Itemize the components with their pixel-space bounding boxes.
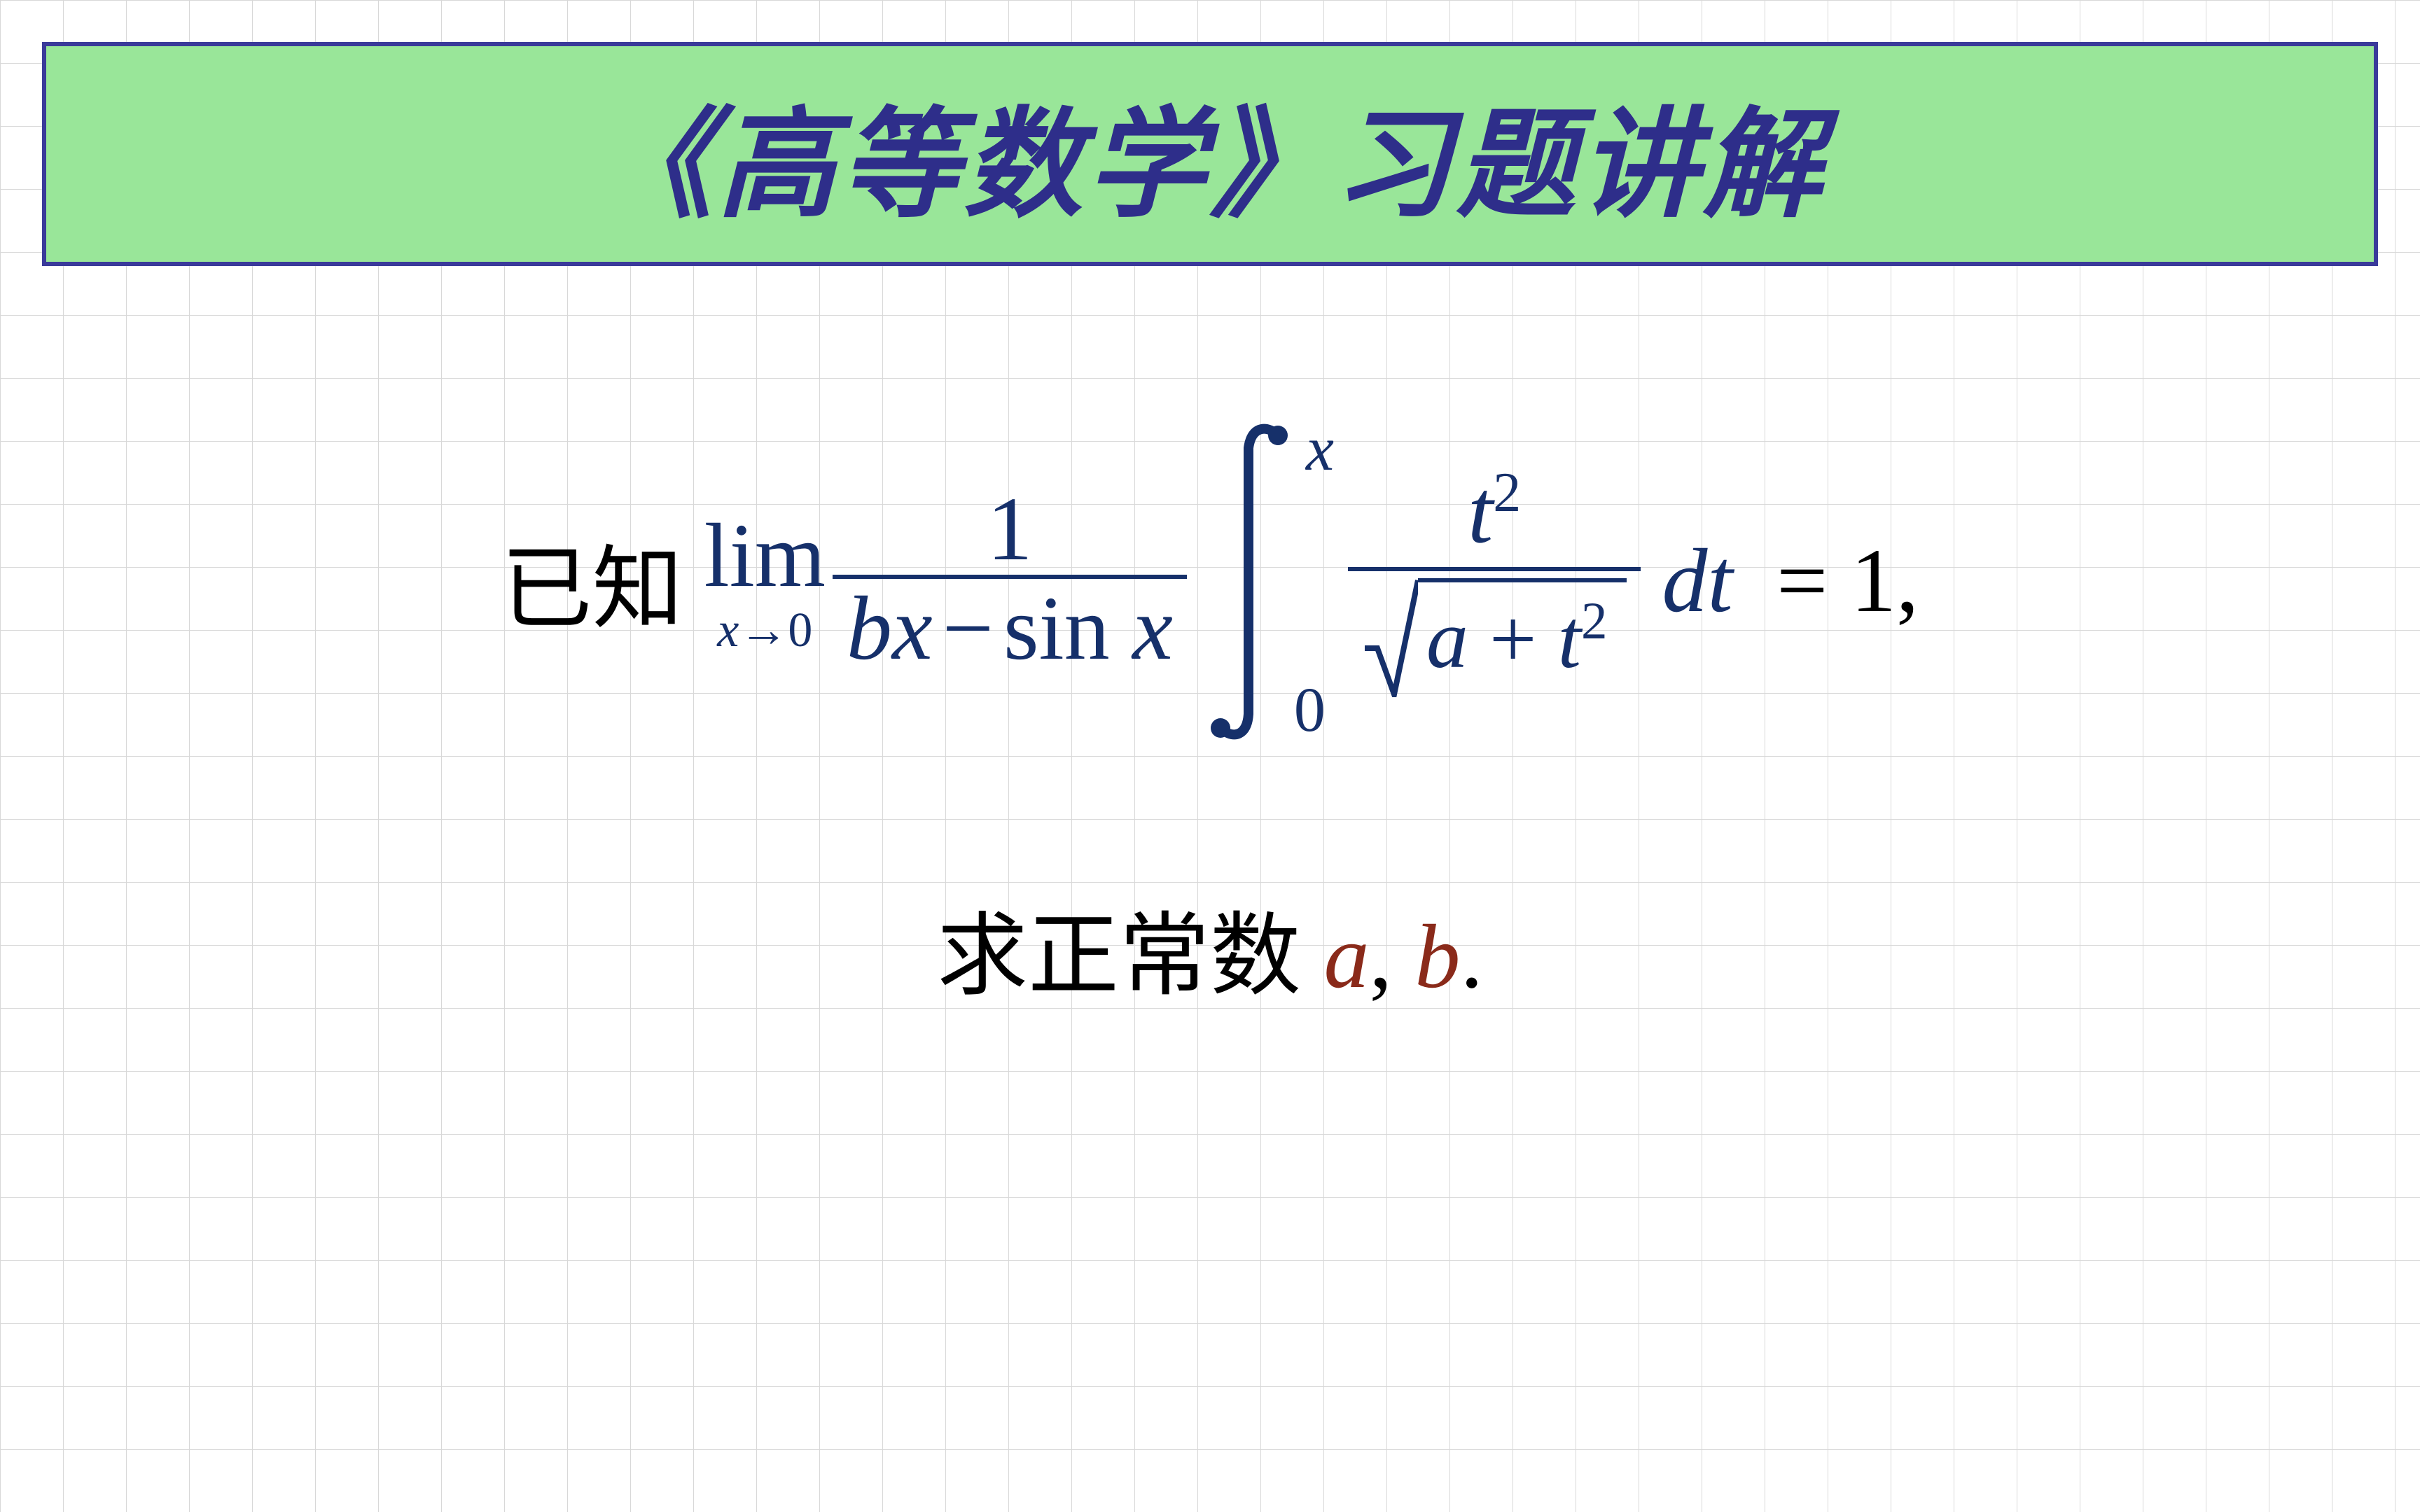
- frac2-num-exp: 2: [1493, 462, 1521, 524]
- ask-row: 求正常数 a, b.: [937, 882, 1483, 1014]
- dt: dt: [1662, 528, 1732, 634]
- title-text: 《高等数学》习题讲解: [594, 68, 1826, 240]
- equation-tail: = 1,: [1754, 528, 1919, 634]
- integral-sign: x 0: [1201, 420, 1299, 742]
- title-banner: 《高等数学》习题讲解: [42, 42, 2378, 266]
- dt-t: t: [1707, 531, 1732, 631]
- frac1-numerator: 1: [973, 484, 1046, 575]
- dt-d: d: [1662, 531, 1707, 631]
- frac2-denominator: a + t2: [1348, 571, 1641, 697]
- ask-var-a: a: [1324, 906, 1370, 1007]
- given-label: 已知: [501, 515, 683, 647]
- integral-upper: x: [1306, 413, 1334, 485]
- ask-period: .: [1461, 906, 1484, 1007]
- lim-sub-to: 0: [788, 603, 812, 657]
- integral-block: x 0 t2 a + t2: [1201, 420, 1733, 742]
- tail-comma: ,: [1896, 531, 1919, 631]
- sqrt-plus: +: [1489, 592, 1537, 685]
- denom-sin: sin: [1003, 578, 1110, 679]
- sqrt-exp: 2: [1581, 592, 1608, 650]
- sqrt-wrap: a + t2: [1362, 578, 1627, 697]
- equals-sign: =: [1776, 531, 1828, 631]
- sqrt-t: t: [1558, 592, 1581, 685]
- problem-area: 已知 lim x→0 1 bx−sin x x 0: [0, 378, 2420, 1014]
- lim-symbol: lim: [704, 503, 826, 608]
- denom-b: b: [847, 578, 892, 679]
- ask-prefix: 求正常数: [937, 906, 1324, 1007]
- lim-sub-arrow: →: [739, 603, 788, 657]
- lim-sub-var: x: [717, 603, 739, 657]
- denom-x2: x: [1132, 578, 1173, 679]
- frac2-numerator: t2: [1454, 465, 1535, 567]
- integral-icon: [1201, 420, 1299, 742]
- rhs-value: 1: [1851, 531, 1896, 631]
- frac1-denominator: bx−sin x: [833, 579, 1187, 679]
- ask-comma: ,: [1370, 906, 1415, 1007]
- equation-row: 已知 lim x→0 1 bx−sin x x 0: [0, 420, 2420, 742]
- ask-var-b: b: [1415, 906, 1461, 1007]
- fraction-2: t2 a + t2: [1348, 465, 1641, 697]
- denom-x1: x: [892, 578, 933, 679]
- integral-lower: 0: [1294, 674, 1326, 746]
- sqrt-icon: [1362, 578, 1418, 697]
- fraction-1: 1 bx−sin x: [833, 484, 1187, 679]
- sqrt-a: a: [1426, 592, 1468, 685]
- sqrt-body: a + t2: [1418, 578, 1627, 697]
- frac2-num-var: t: [1468, 461, 1493, 562]
- denom-minus: −: [933, 578, 1003, 679]
- limit-block: lim x→0: [704, 503, 826, 659]
- lim-subscript: x→0: [717, 603, 812, 659]
